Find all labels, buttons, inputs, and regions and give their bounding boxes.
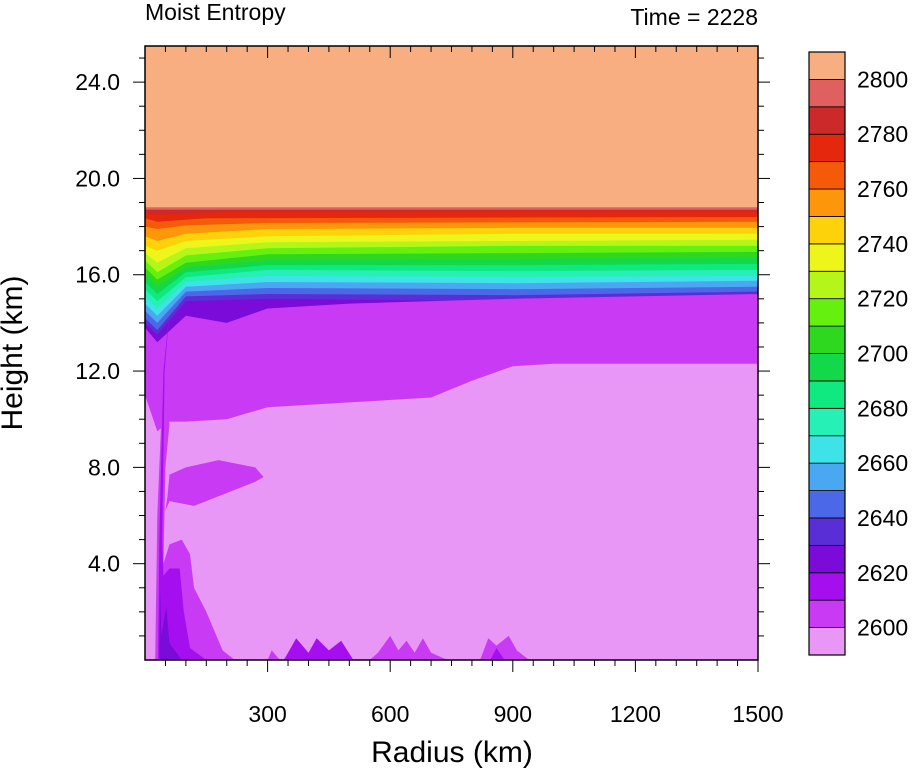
colorbar-swatch xyxy=(808,133,846,163)
contour-region-6 xyxy=(480,635,530,660)
colorbar-swatch xyxy=(808,298,846,327)
colorbar-swatch xyxy=(808,627,846,656)
colorbar-swatch xyxy=(808,51,846,80)
colorbar-tick-label: 2780 xyxy=(857,121,908,147)
x-tick-label: 300 xyxy=(248,701,286,727)
colorbar-swatch xyxy=(808,325,846,354)
colorbar-swatch xyxy=(808,517,846,546)
colorbar: 2600 2620 2640 2660 2680 2700 2720 2740 2760 2780… xyxy=(808,51,908,656)
contour-region-5 xyxy=(267,635,448,660)
colorbar-tick-label: 2600 xyxy=(857,615,908,641)
y-tick-label: 20.0 xyxy=(75,165,120,191)
x-tick-label: 1200 xyxy=(610,701,661,727)
y-axis: 4.0 8.0 12.0 16.0 20.0 24.0 xyxy=(75,57,770,637)
colorbar-swatch xyxy=(808,161,846,190)
y-tick-label: 12.0 xyxy=(75,358,120,384)
x-tick-label: 600 xyxy=(371,701,409,727)
colorbar-frame xyxy=(808,51,846,656)
colorbar-swatch xyxy=(808,490,846,519)
colorbar-swatch xyxy=(808,243,846,272)
colorbar-swatch xyxy=(808,572,846,601)
colorbar-tick-label: 2740 xyxy=(857,231,908,257)
colorbar-swatch xyxy=(808,106,846,135)
contour-region-2 xyxy=(158,310,207,660)
colorbar-swatch xyxy=(808,380,846,409)
colorbar-swatch xyxy=(808,462,846,491)
contour-band-19 xyxy=(145,363,758,660)
x-tick-label: 900 xyxy=(494,701,532,727)
y-tick-label: 4.0 xyxy=(88,551,120,577)
y-axis-label: Height (km) xyxy=(0,275,29,430)
colorbar-swatch xyxy=(808,188,846,217)
contour-region-7 xyxy=(490,648,505,660)
contour-region-3 xyxy=(159,587,182,660)
colorbar-swatch xyxy=(808,353,846,382)
colorbar-tick-label: 2800 xyxy=(857,66,908,92)
y-tick-label: 8.0 xyxy=(88,454,120,480)
colorbar-swatch xyxy=(808,407,846,437)
colorbar-tick-label: 2680 xyxy=(857,395,908,421)
colorbar-swatch xyxy=(808,435,846,464)
colorbar-tick-label: 2720 xyxy=(857,286,908,312)
chart-title-left: Moist Entropy xyxy=(145,0,286,25)
contour-region-0 xyxy=(165,460,264,511)
contour-fill-layer xyxy=(145,46,758,660)
colorbar-tick-label: 2660 xyxy=(857,450,908,476)
contour-region-4 xyxy=(283,638,366,660)
colorbar-swatch xyxy=(808,270,846,300)
colorbar-swatch xyxy=(808,79,846,108)
x-axis: 300 600 900 1200 1500 xyxy=(164,46,784,727)
colorbar-tick-label: 2640 xyxy=(857,505,908,531)
colorbar-swatch xyxy=(808,216,846,245)
colorbar-swatch xyxy=(808,599,846,628)
colorbar-tick-label: 2700 xyxy=(857,341,908,367)
colorbar-tick-label: 2620 xyxy=(857,560,908,586)
y-tick-label: 24.0 xyxy=(75,69,120,95)
x-tick-label: 1500 xyxy=(732,701,783,727)
x-axis-label: Radius (km) xyxy=(371,736,533,769)
colorbar-tick-label: 2760 xyxy=(857,176,908,202)
chart-title-right: Time = 2228 xyxy=(630,4,758,30)
y-tick-label: 16.0 xyxy=(75,262,120,288)
colorbar-swatch xyxy=(808,544,846,574)
